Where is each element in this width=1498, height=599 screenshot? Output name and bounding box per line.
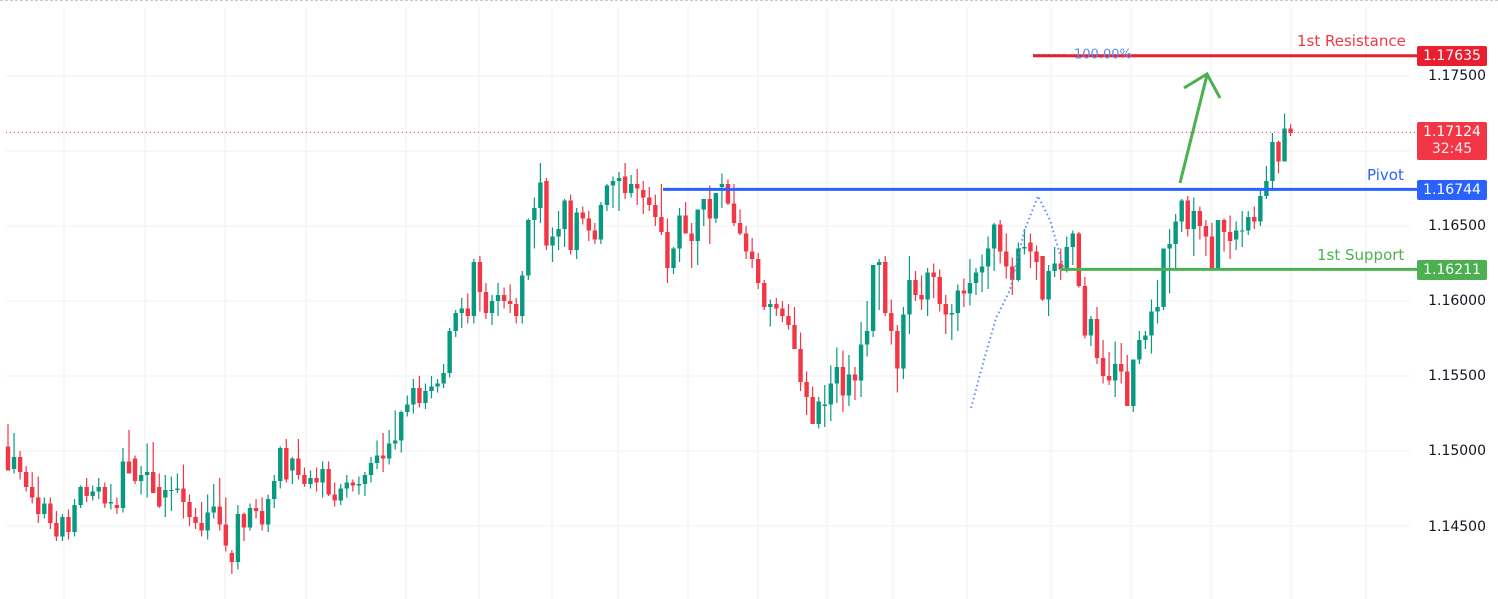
resistance-level-label: 1st Resistance — [1297, 32, 1406, 50]
chart-drawings[interactable] — [6, 54, 1417, 409]
support-level-label: 1st Support — [1317, 246, 1405, 264]
current-price-value: 1.17124 — [1423, 124, 1481, 140]
chart-top-border — [0, 0, 1498, 2]
y-axis-tick: 1.16000 — [1428, 293, 1486, 309]
pivot-price-tag: 1.16744 — [1417, 180, 1487, 200]
bar-countdown: 32:45 — [1431, 141, 1473, 157]
resistance-price-tag: 1.17635 — [1417, 46, 1487, 66]
y-axis-tick: 1.15000 — [1428, 443, 1486, 459]
y-axis-tick: 1.15500 — [1428, 368, 1486, 384]
y-axis-tick: 1.16500 — [1428, 218, 1486, 234]
fib-percentage-label: 100.00% — [1074, 47, 1132, 63]
current-price-tag: 1.17124 32:45 — [1417, 122, 1487, 160]
support-price-tag: 1.16211 — [1417, 260, 1487, 280]
y-axis-tick: 1.17500 — [1428, 68, 1486, 84]
pivot-level-label: Pivot — [1367, 166, 1404, 184]
y-axis-tick: 1.14500 — [1428, 519, 1486, 535]
candlestick-series — [5, 113, 1293, 574]
chart-grid — [6, 8, 1410, 599]
